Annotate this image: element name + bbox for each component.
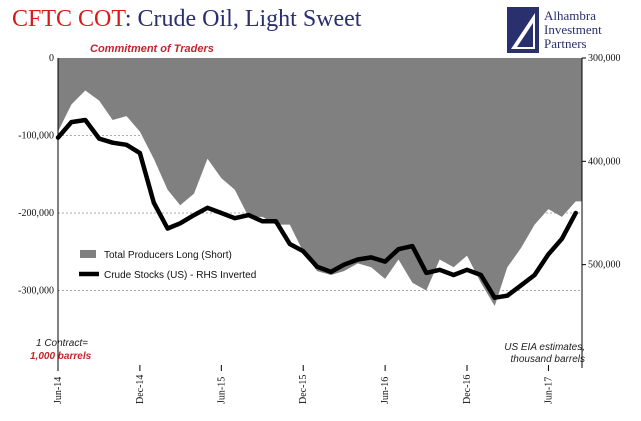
y-right-tick-label: 500,000 bbox=[588, 260, 621, 271]
chart-title-sub: : Crude Oil, Light Sweet bbox=[124, 6, 362, 32]
line-layer bbox=[55, 117, 578, 300]
y-left-tick-label: -200,000 bbox=[18, 208, 54, 219]
logo-line-1: Alhambra bbox=[544, 8, 596, 23]
note-contract: 1 Contract= bbox=[36, 338, 88, 349]
x-tick-label: Dec-16 bbox=[462, 375, 473, 404]
axis-layer: 0 -100,000 -200,000 -300,000 300,000 400,000 5… bbox=[18, 53, 620, 404]
y-left-tick-label: -300,000 bbox=[18, 286, 54, 297]
legend-label-crude-stocks: Crude Stocks (US) - RHS Inverted bbox=[104, 270, 256, 281]
y-right-tick-label: 300,000 bbox=[588, 53, 621, 64]
legend-label-producers: Total Producers Long (Short) bbox=[104, 250, 232, 261]
note-barrels: 1,000 barrels bbox=[30, 351, 92, 362]
note-eia-line-2: thousand barrels bbox=[510, 354, 586, 365]
x-tick-label: Dec-15 bbox=[298, 375, 309, 404]
logo-line-2: Investment bbox=[544, 22, 602, 37]
x-tick-label: Jun-17 bbox=[543, 377, 554, 404]
x-tick-label: Jun-16 bbox=[380, 377, 391, 404]
series-crude-stocks-line bbox=[55, 117, 578, 300]
legend-swatch-producers bbox=[80, 250, 96, 258]
y-left-tick-label: 0 bbox=[49, 53, 54, 64]
area-layer bbox=[58, 58, 582, 306]
y-right-tick-label: 400,000 bbox=[588, 156, 621, 167]
x-tick-label: Dec-14 bbox=[135, 375, 146, 404]
chart-title-main: CFTC COT bbox=[12, 6, 125, 32]
x-tick-label: Jun-14 bbox=[53, 377, 64, 404]
logo-mark-icon bbox=[507, 7, 539, 53]
series-producers-area bbox=[58, 58, 582, 306]
logo-line-3: Partners bbox=[544, 36, 587, 51]
note-eia-line-1: US EIA estimates, bbox=[504, 342, 585, 353]
chart-subtitle: Commitment of Traders bbox=[90, 43, 214, 55]
legend: Total Producers Long (Short) Crude Stocks… bbox=[79, 250, 256, 281]
x-tick-label: Jun-15 bbox=[216, 377, 227, 404]
y-left-tick-label: -100,000 bbox=[18, 131, 54, 142]
logo: Alhambra Investment Partners bbox=[507, 7, 637, 55]
chart-title: CFTC COT: Crude Oil, Light Sweet bbox=[12, 6, 361, 33]
